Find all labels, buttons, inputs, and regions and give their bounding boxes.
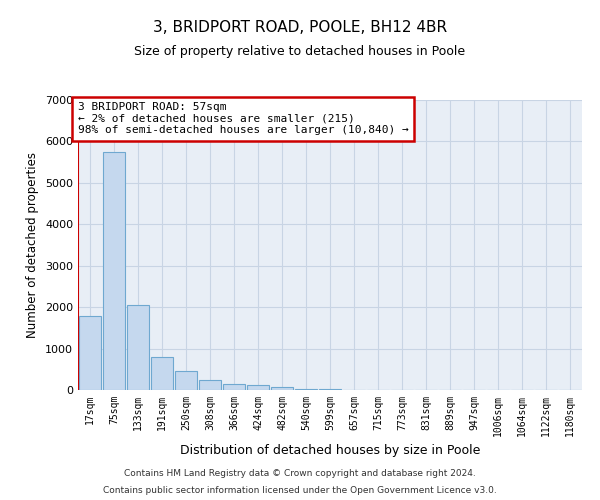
Bar	[175, 370, 197, 390]
Text: Size of property relative to detached houses in Poole: Size of property relative to detached ho…	[134, 45, 466, 58]
Bar	[247, 386, 269, 390]
Text: 3 BRIDPORT ROAD: 57sqm
← 2% of detached houses are smaller (215)
98% of semi-det: 3 BRIDPORT ROAD: 57sqm ← 2% of detached …	[78, 102, 409, 136]
Bar	[295, 389, 317, 390]
Bar	[79, 316, 101, 390]
Bar	[103, 152, 125, 390]
Bar	[199, 380, 221, 390]
Bar	[151, 357, 173, 390]
Y-axis label: Number of detached properties: Number of detached properties	[26, 152, 40, 338]
Bar	[271, 387, 293, 390]
Bar	[223, 384, 245, 390]
Text: 3, BRIDPORT ROAD, POOLE, BH12 4BR: 3, BRIDPORT ROAD, POOLE, BH12 4BR	[153, 20, 447, 35]
Text: Contains public sector information licensed under the Open Government Licence v3: Contains public sector information licen…	[103, 486, 497, 495]
Text: Contains HM Land Registry data © Crown copyright and database right 2024.: Contains HM Land Registry data © Crown c…	[124, 468, 476, 477]
X-axis label: Distribution of detached houses by size in Poole: Distribution of detached houses by size …	[180, 444, 480, 458]
Bar	[127, 304, 149, 390]
